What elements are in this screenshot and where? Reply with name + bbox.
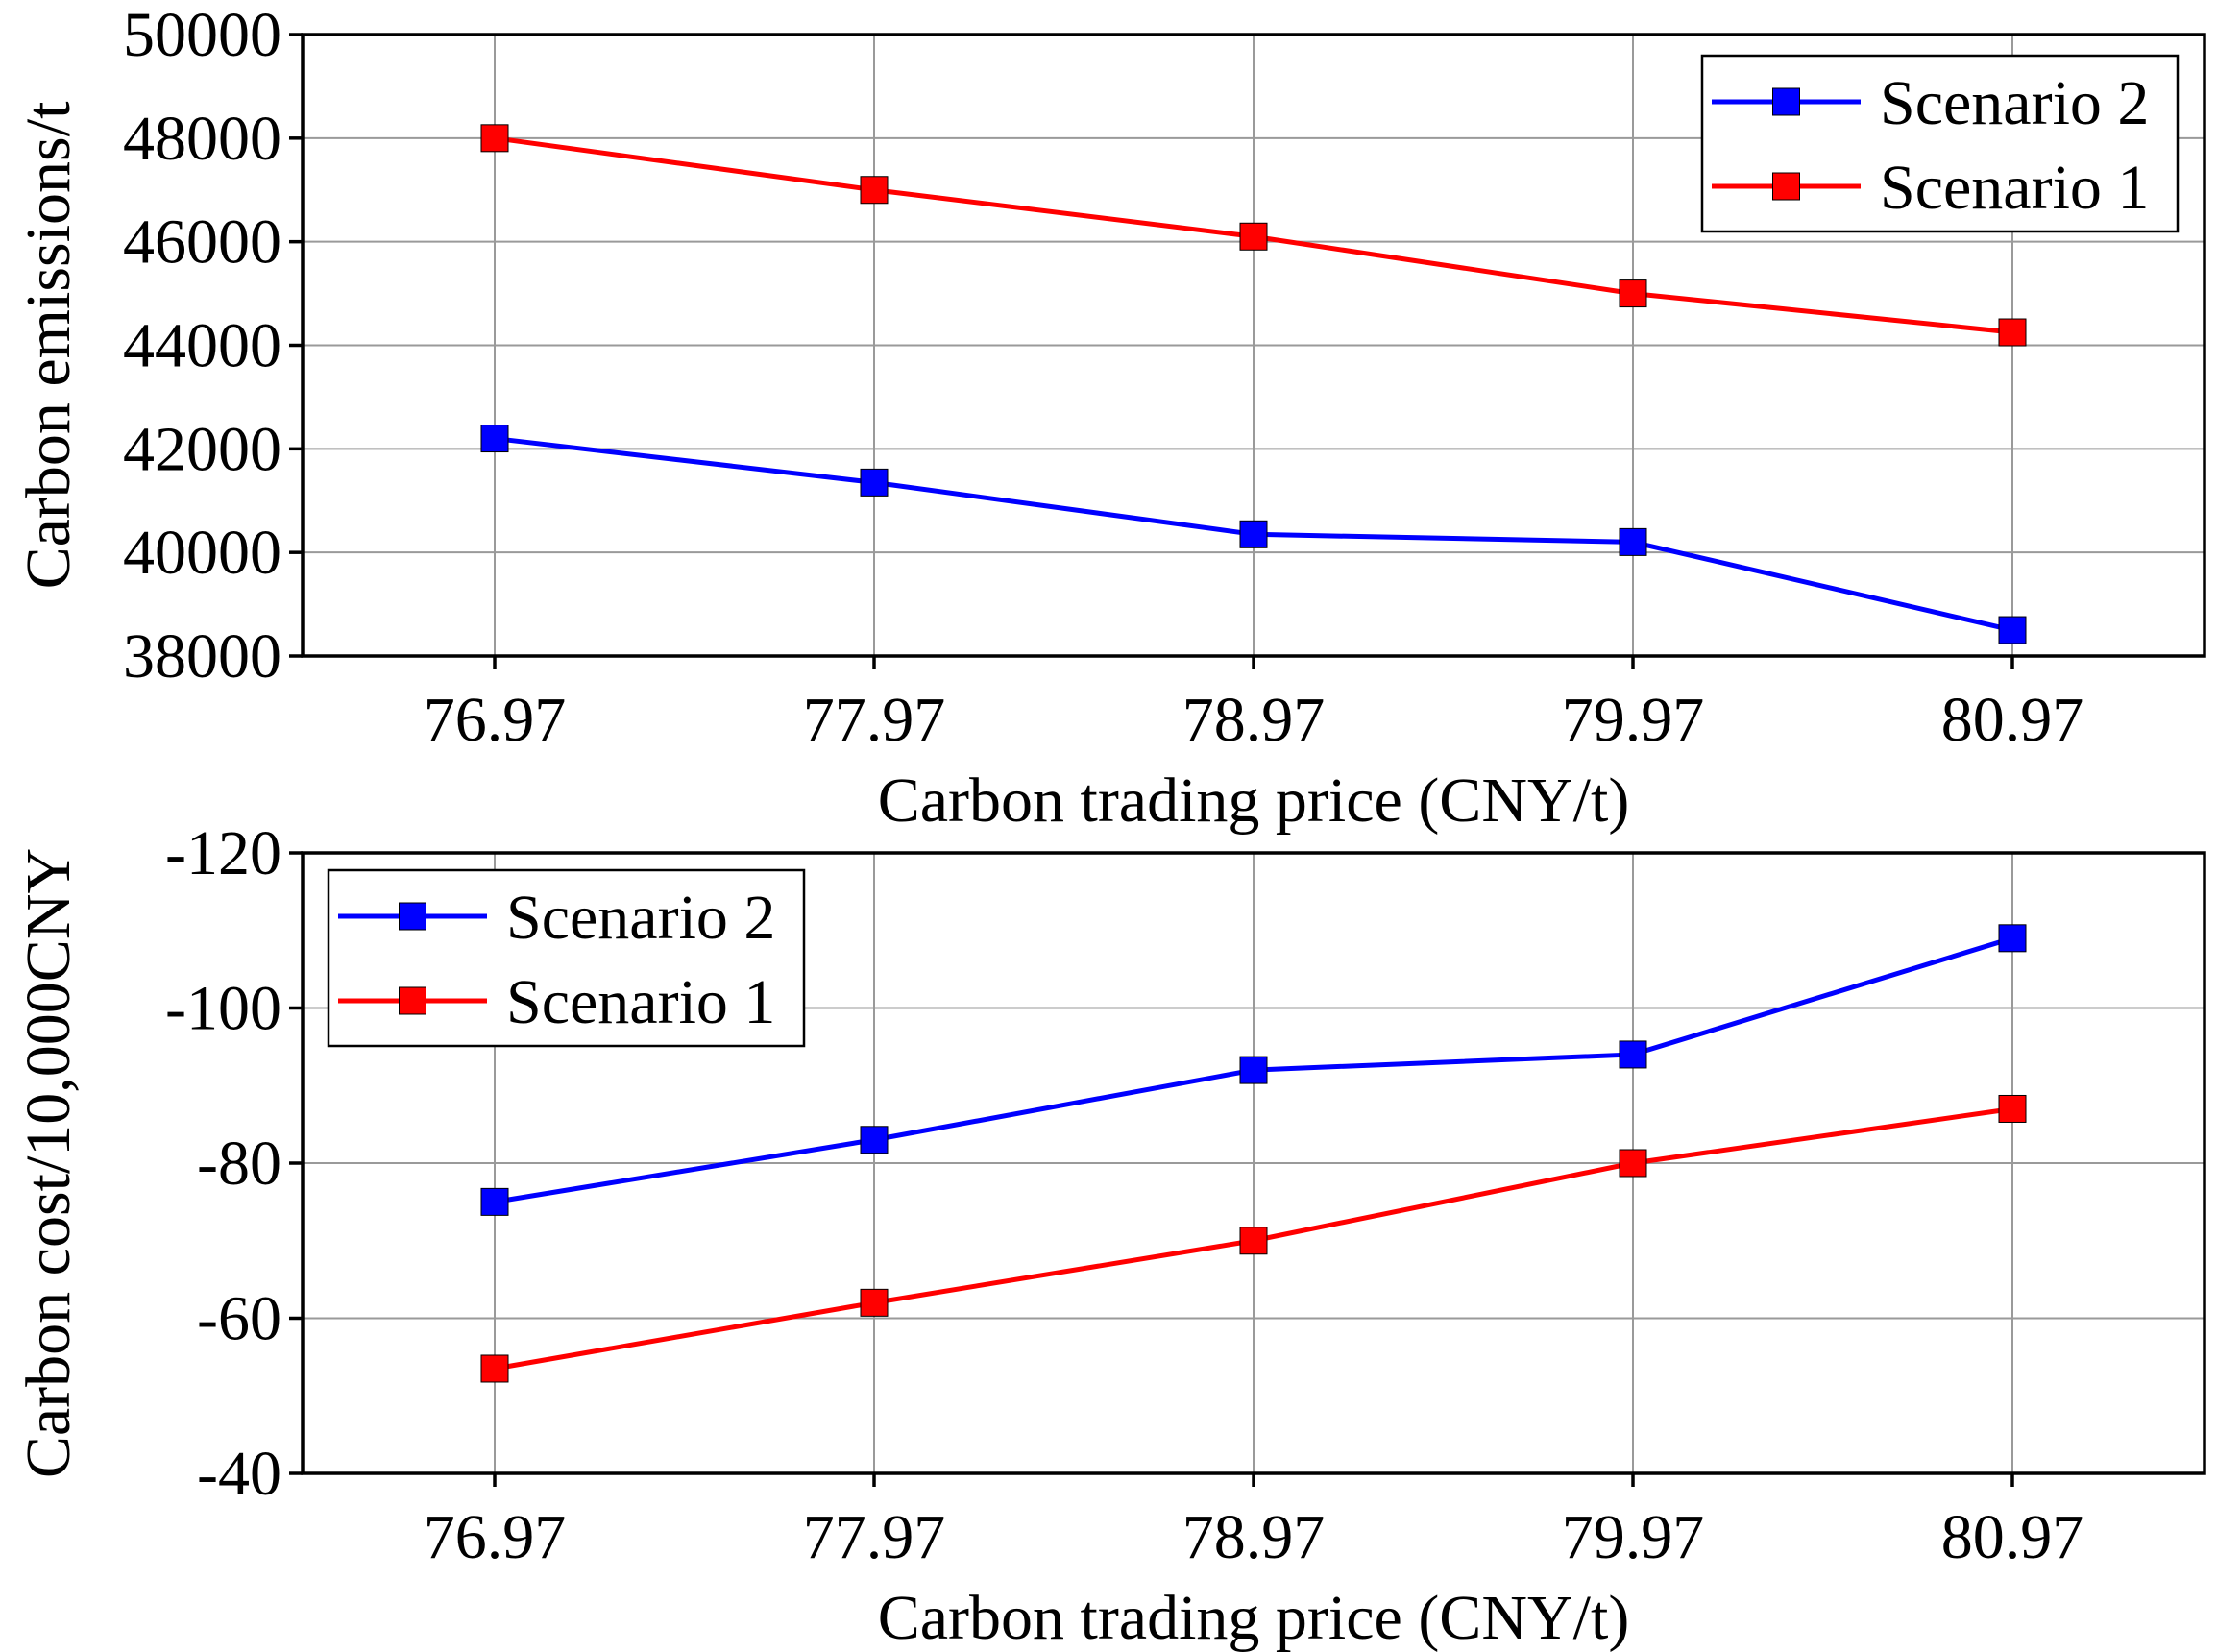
bottom-xtick-label: 77.97 <box>803 1502 946 1572</box>
top-series-scenario-1 <box>480 124 2027 347</box>
bottom-ytick-label: -40 <box>197 1439 281 1509</box>
bottom-x-axis-title: Carbon trading price (CNY/t) <box>878 1583 1630 1652</box>
top-ytick-label: 48000 <box>123 104 281 174</box>
bottom-ytick-label: -120 <box>165 818 281 888</box>
bottom-y-axis-title: Carbon cost/10,000CNY <box>13 848 84 1478</box>
bottom-data-point <box>480 1354 509 1383</box>
top-data-point <box>860 176 889 205</box>
top-y-axis-title: Carbon emissions/t <box>13 102 84 590</box>
bottom-data-point <box>1619 1149 1647 1178</box>
bottom-chart-panel: -40 -60 -80 -100 -120 76.97 77.97 78.97 79.97 80.… <box>13 818 2206 1652</box>
bottom-legend-box <box>327 868 806 1048</box>
bottom-data-point <box>1619 1040 1647 1069</box>
bottom-series-scenario-1 <box>480 1094 2027 1383</box>
bottom-legend: Scenario 2 Scenario 1 <box>327 868 806 1048</box>
top-data-point <box>1619 527 1647 556</box>
bottom-data-point <box>1998 1094 2027 1123</box>
bottom-data-point <box>1239 1227 1268 1255</box>
bottom-xtick-label: 78.97 <box>1182 1502 1326 1572</box>
bottom-legend-label: Scenario 2 <box>506 883 775 953</box>
top-x-axis-title: Carbon trading price (CNY/t) <box>878 765 1630 836</box>
top-legend-label: Scenario 1 <box>1880 153 2149 223</box>
top-ytick-label: 50000 <box>123 0 281 70</box>
top-xtick-label: 77.97 <box>803 685 946 755</box>
top-ytick-label: 40000 <box>123 518 281 588</box>
bottom-legend-swatch-marker <box>399 902 426 931</box>
top-series-scenario-2 <box>480 425 2027 644</box>
bottom-data-point <box>1239 1056 1268 1084</box>
top-xtick-label: 79.97 <box>1562 685 1705 755</box>
top-xtick-label: 80.97 <box>1941 685 2084 755</box>
top-data-point <box>1998 616 2027 644</box>
bottom-ytick-label: -100 <box>165 974 281 1044</box>
top-data-point <box>1239 520 1268 548</box>
top-data-point <box>480 425 509 453</box>
top-data-point <box>1239 222 1268 251</box>
bottom-data-point <box>860 1126 889 1154</box>
bottom-data-point <box>860 1288 889 1317</box>
top-ytick-label: 46000 <box>123 207 281 278</box>
top-legend-swatch-marker <box>1772 172 1800 201</box>
top-legend: Scenario 2 Scenario 1 <box>1700 54 2180 233</box>
top-xtick-label: 78.97 <box>1182 685 1326 755</box>
top-legend-box <box>1700 54 2180 233</box>
top-xtick-label: 76.97 <box>424 685 567 755</box>
bottom-ytick-label: -80 <box>197 1129 281 1199</box>
bottom-xtick-label: 76.97 <box>424 1502 567 1572</box>
top-data-point <box>1998 318 2027 347</box>
top-data-point <box>480 124 509 153</box>
bottom-xtick-label: 79.97 <box>1562 1502 1705 1572</box>
bottom-xtick-label: 80.97 <box>1941 1502 2084 1572</box>
top-chart-panel: 38000 40000 42000 44000 46000 48000 50000 76.97… <box>13 0 2206 836</box>
bottom-data-point <box>480 1187 509 1216</box>
bottom-ytick-label: -60 <box>197 1284 281 1354</box>
top-legend-label: Scenario 2 <box>1880 68 2149 138</box>
top-data-point <box>860 468 889 497</box>
bottom-legend-label: Scenario 1 <box>506 967 775 1037</box>
bottom-legend-swatch-marker <box>399 986 426 1015</box>
bottom-series-scenario-2 <box>480 924 2027 1216</box>
top-legend-swatch-marker <box>1772 87 1800 116</box>
top-ytick-label: 38000 <box>123 621 281 692</box>
top-data-point <box>1619 279 1647 308</box>
top-ytick-label: 42000 <box>123 414 281 484</box>
top-ytick-label: 44000 <box>123 311 281 381</box>
bottom-data-point <box>1998 924 2027 953</box>
